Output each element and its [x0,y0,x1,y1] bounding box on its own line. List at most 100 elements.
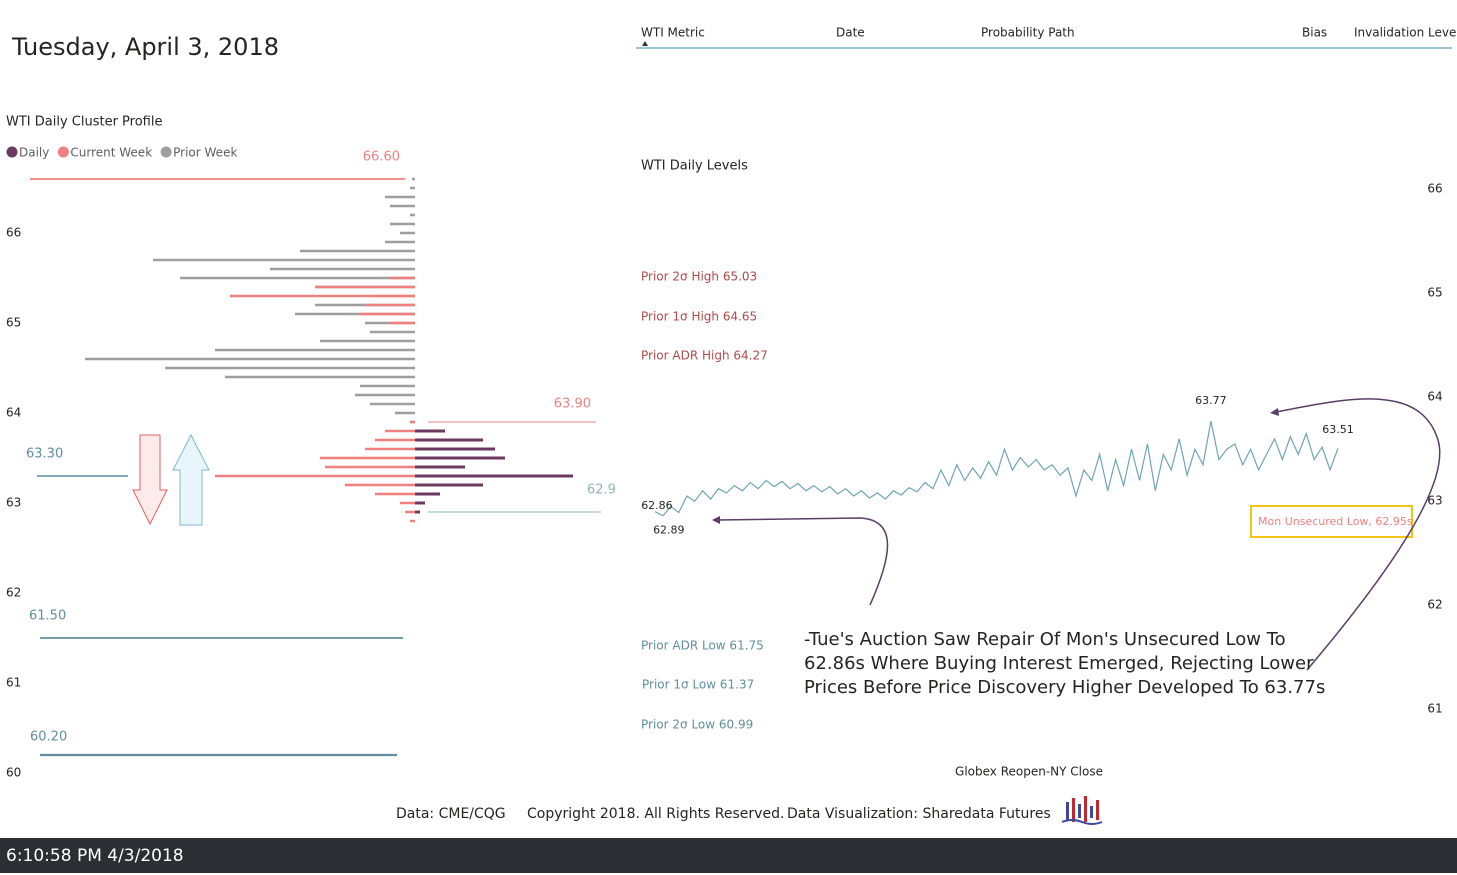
y-tick-label: 61 [6,676,21,690]
annotation-arrow [717,517,889,606]
legend-label: Prior Week [173,146,237,160]
profile-bar [85,357,415,361]
profile-title: WTI Daily Cluster Profile [6,115,162,130]
legend-label: Daily [19,146,49,160]
profile-bar [410,420,415,424]
profile-bar [385,195,415,199]
profile-bar [412,177,415,181]
profile-bar [390,276,415,280]
profile-bar [215,474,415,478]
price-line [654,420,1339,517]
y-tick-label: 65 [1427,286,1442,300]
profile-bar [320,339,415,343]
point-label: 63.77 [1195,394,1227,407]
point-label: 62.86 [641,499,673,512]
reference-label: 60.20 [30,730,67,745]
profile-bar [400,231,415,235]
profile-bar [375,438,415,442]
profile-bar [215,348,415,352]
profile-bar [415,438,483,442]
profile-bar [395,411,415,415]
y-tick-label: 63 [6,496,21,510]
profile-bar [385,240,415,244]
legend-swatch [57,146,69,158]
point-label: 63.51 [1322,423,1354,436]
profile-bar [180,276,415,280]
y-tick-label: 62 [6,586,21,600]
profile-bar [385,429,415,433]
column-header: WTI Metric [641,26,705,40]
profile-bar [390,222,415,226]
footer-text: Copyright 2018. All Rights Reserved. [527,806,784,822]
callout-text: Mon Unsecured Low, 62.95s [1258,515,1413,528]
reference-label: 66.60 [363,150,400,165]
x-axis-label: Globex Reopen-NY Close [955,765,1103,779]
profile-bar [165,366,415,370]
profile-bar [375,492,415,496]
profile-bar [410,186,415,190]
profile-bar [370,330,415,334]
profile-bar [415,501,425,505]
column-header: Bias [1302,26,1327,40]
footer-text: Data: CME/CQG [396,806,506,822]
reference-label: 62.9 [587,483,616,498]
annotation-arrow [1275,398,1441,671]
column-header: Date [836,26,865,40]
y-tick-label: 62 [1427,598,1442,612]
profile-bar [360,312,415,316]
y-tick-label: 61 [1427,702,1442,716]
column-header: Probability Path [981,26,1075,40]
profile-bar [295,312,415,316]
profile-bar [415,465,465,469]
level-label: Prior 2σ High 65.03 [641,270,757,284]
level-label: Prior ADR High 64.27 [641,349,768,363]
date-title: Tuesday, April 3, 2018 [11,33,279,61]
profile-bar [390,204,415,208]
profile-bar [300,249,415,253]
profile-bar [230,294,415,298]
y-tick-label: 64 [1427,390,1442,404]
profile-bar [390,321,415,325]
point-label: 62.89 [653,524,685,537]
profile-bar [345,483,415,487]
profile-bar [400,501,415,505]
level-label: Prior 2σ Low 60.99 [641,718,753,732]
profile-bar [270,267,415,271]
y-tick-label: 60 [6,766,21,780]
profile-bar [320,456,415,460]
annotation-text: 62.86s Where Buying Interest Emerged, Re… [804,653,1314,674]
profile-bar [225,375,415,379]
level-label: Prior 1σ Low 61.37 [642,678,754,692]
profile-bar [325,465,415,469]
profile-bar [360,384,415,388]
sort-indicator [642,41,648,46]
profile-bar [365,303,415,307]
profile-bar [415,510,420,514]
annotation-text: Prices Before Price Discovery Higher Dev… [804,677,1325,698]
legend-swatch [160,146,172,158]
profile-bar [410,213,415,217]
profile-bar [315,285,415,289]
arrowhead [1270,408,1279,416]
legend-swatch [6,146,18,158]
profile-bar [370,402,415,406]
up-arrow [172,433,210,526]
profile-bar [365,447,415,451]
annotation-text: -Tue's Auction Saw Repair Of Mon's Unsec… [804,629,1286,650]
callout-box [1250,505,1413,538]
footer-text: Data Visualization: Sharedata Futures [787,806,1051,822]
arrowhead [712,516,720,524]
y-tick-label: 64 [6,406,21,420]
profile-bar [415,474,573,478]
profile-bar [415,429,445,433]
profile-bar [415,456,505,460]
down-arrow [132,434,168,526]
profile-bar [410,519,415,523]
profile-bar [153,258,415,262]
profile-bar [415,492,440,496]
level-label: Prior 1σ High 64.65 [641,310,757,324]
legend-label: Current Week [70,146,152,160]
level-label: Prior ADR Low 61.75 [641,639,764,653]
profile-bar [415,447,495,451]
